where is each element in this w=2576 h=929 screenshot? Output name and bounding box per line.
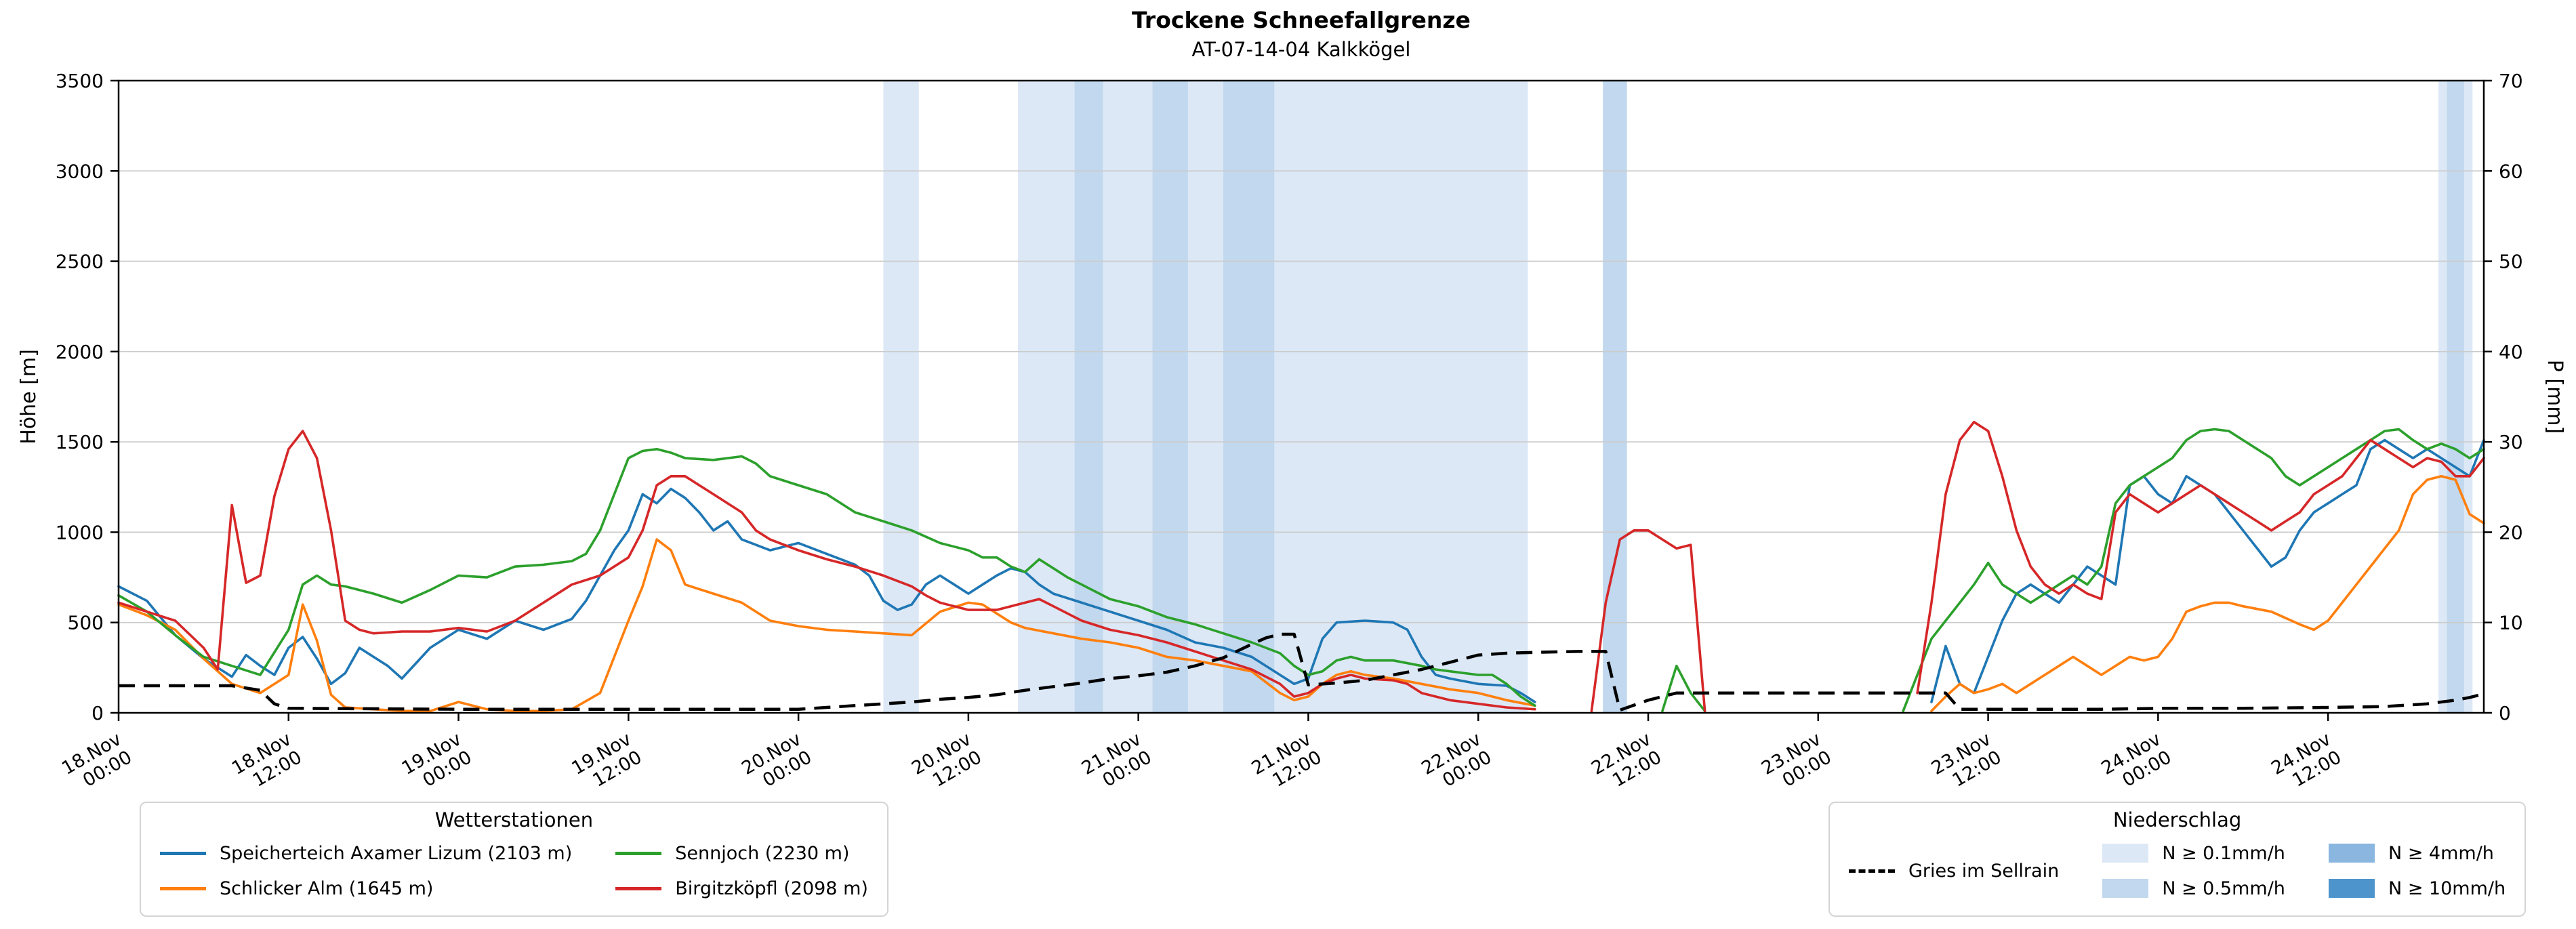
y-left-tick-label: 1000 [56,521,104,543]
x-tick-label: 21.Nov00:00 [1078,728,1156,798]
y-left-tick-label: 1500 [56,431,104,453]
svg-text:22.Nov12:00: 22.Nov12:00 [1588,728,1665,798]
series-birgitzkoepfl [117,421,2485,713]
legend-label-precip-05: N ≥ 0.5mm/h [2162,878,2285,899]
y-right-tick-label: 60 [2499,160,2523,182]
x-tick-label: 23.Nov12:00 [1928,728,2005,798]
svg-text:20.Nov00:00: 20.Nov00:00 [738,728,815,798]
legend-precipitation-title: Niederschlag [2112,808,2242,831]
legend-label-precip-4: N ≥ 4mm/h [2388,842,2494,864]
line-sample-axamer-lizum [160,851,206,855]
svg-text:21.Nov00:00: 21.Nov00:00 [1078,728,1156,798]
legend-label-axamer-lizum: Speicherteich Axamer Lizum (2103 m) [220,842,573,864]
svg-text:19.Nov00:00: 19.Nov00:00 [398,728,476,798]
line-sample-sennjoch [615,851,662,855]
precip-swatch-10 [2328,879,2375,898]
y-left-tick-label: 500 [68,612,104,634]
legend-item-birgitzkoepfl: Birgitzköpfl (2098 m) [615,871,868,906]
chart-subtitle: AT-07-14-04 Kalkkögel [1191,38,1411,61]
x-tick-label: 19.Nov12:00 [569,728,646,798]
legend-label-precip-01: N ≥ 0.1mm/h [2162,842,2285,864]
x-tick-label: 21.Nov12:00 [1248,728,1326,798]
y-left-tick-label: 0 [91,702,104,724]
plot-frame [117,79,2485,714]
legend-stations: Wetterstationen Speicherteich Axamer Liz… [140,802,888,917]
legend-label-gries-im-sellrain: Gries im Sellrain [1908,860,2060,882]
line-sample-schlicker-alm [160,886,206,890]
legend-item-precip-05: N ≥ 0.5mm/h [2102,871,2285,906]
line-sample-birgitzkoepfl [615,886,662,890]
legend-item-sennjoch: Sennjoch (2230 m) [615,835,868,871]
svg-text:18.Nov00:00: 18.Nov00:00 [58,728,136,798]
precip-band [2447,81,2464,713]
dashed-line-sample [1849,869,1895,873]
y-left-tick-label: 3500 [56,70,104,92]
precip-swatch-4 [2328,844,2375,863]
x-tick-label: 18.Nov12:00 [228,728,306,798]
legend-item-precip-10: N ≥ 10mm/h [2328,871,2506,906]
precip-band [1152,81,1188,713]
x-tick-label: 22.Nov00:00 [1418,728,1495,798]
svg-text:24.Nov00:00: 24.Nov00:00 [2098,728,2175,798]
svg-text:20.Nov12:00: 20.Nov12:00 [908,728,985,798]
svg-text:23.Nov00:00: 23.Nov00:00 [1758,728,1835,798]
x-tick-label: 18.Nov00:00 [58,728,136,798]
chart-title: Trockene Schneefallgrenze [1132,7,1471,33]
precip-band [1223,81,1275,713]
y-right-tick-label: 0 [2499,702,2511,724]
x-tick-label: 24.Nov00:00 [2098,728,2175,798]
y-right-tick-label: 70 [2499,70,2523,92]
x-tick-label: 20.Nov00:00 [738,728,815,798]
svg-text:23.Nov12:00: 23.Nov12:00 [1928,728,2005,798]
y-left-tick-label: 2000 [56,341,104,363]
series-sennjoch [117,428,2485,713]
legend-precipitation: Niederschlag Gries im Sellrain N ≥ 0.1mm… [1828,802,2527,917]
x-tick-label: 24.Nov12:00 [2268,728,2345,798]
x-tick-label: 22.Nov12:00 [1588,728,1665,798]
svg-text:21.Nov12:00: 21.Nov12:00 [1248,728,1326,798]
legend-item-precip-4: N ≥ 4mm/h [2328,835,2506,871]
x-tick-label: 20.Nov12:00 [908,728,985,798]
y-left-axis-label: Höhe [m] [17,349,41,445]
precip-band [883,81,919,713]
svg-text:22.Nov00:00: 22.Nov00:00 [1418,728,1495,798]
x-tick-label: 23.Nov00:00 [1758,728,1835,798]
legend-item-gries-im-sellrain: Gries im Sellrain [1849,853,2059,888]
legend-label-precip-10: N ≥ 10mm/h [2388,878,2506,899]
legend-item-axamer-lizum: Speicherteich Axamer Lizum (2103 m) [160,835,572,871]
precip-swatch-05 [2102,879,2149,898]
series-gries-im-sellrain [119,632,2485,712]
precip-swatch-01 [2102,844,2149,863]
y-right-tick-label: 30 [2499,431,2523,453]
y-left-tick-label: 2500 [56,251,104,273]
legend-label-schlicker-alm: Schlicker Alm (1645 m) [220,878,434,899]
legend-item-schlicker-alm: Schlicker Alm (1645 m) [160,871,572,906]
svg-text:19.Nov12:00: 19.Nov12:00 [569,728,646,798]
svg-text:24.Nov12:00: 24.Nov12:00 [2268,728,2345,798]
y-right-tick-label: 50 [2499,251,2523,273]
legend-stations-title: Wetterstationen [434,808,594,831]
y-left-tick-label: 3000 [56,160,104,182]
y-right-tick-label: 40 [2499,341,2523,363]
precip-band [1603,81,1627,713]
legend-label-birgitzkoepfl: Birgitzköpfl (2098 m) [675,878,868,899]
legend-label-sennjoch: Sennjoch (2230 m) [675,842,850,864]
y-right-tick-label: 20 [2499,521,2523,543]
y-right-tick-label: 10 [2499,612,2523,634]
legend-item-precip-01: N ≥ 0.1mm/h [2102,835,2285,871]
svg-text:18.Nov12:00: 18.Nov12:00 [228,728,306,798]
x-tick-label: 19.Nov00:00 [398,728,476,798]
y-right-axis-label: P [mm] [2543,360,2567,434]
